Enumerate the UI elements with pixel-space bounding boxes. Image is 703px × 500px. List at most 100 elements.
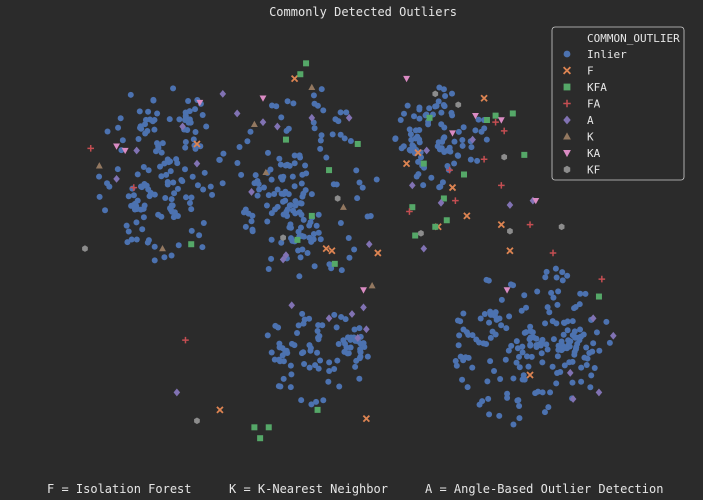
point-inlier-634 xyxy=(503,325,510,332)
point-inlier-34 xyxy=(136,108,143,115)
point-a-0 xyxy=(113,174,120,183)
point-inlier-614 xyxy=(456,332,463,339)
point-inlier-198 xyxy=(345,235,352,242)
point-inlier-81 xyxy=(154,110,161,117)
point-inlier-594 xyxy=(523,304,530,311)
point-inlier-250 xyxy=(242,223,249,230)
point-inlier-616 xyxy=(572,334,579,341)
point-inlier-524 xyxy=(534,288,541,295)
point-ka-5 xyxy=(403,75,411,83)
point-inlier-502 xyxy=(527,341,534,348)
point-inlier-289 xyxy=(252,172,259,179)
point-inlier-6 xyxy=(96,173,103,180)
point-inlier-102 xyxy=(151,243,158,250)
point-inlier-589 xyxy=(513,359,520,366)
point-a-4 xyxy=(219,89,227,98)
point-inlier-463 xyxy=(408,136,415,143)
point-fa-5 xyxy=(452,197,459,204)
point-inlier-564 xyxy=(498,322,505,329)
legend-label-inlier: Inlier xyxy=(587,48,627,61)
point-a-12 xyxy=(409,181,416,190)
point-inlier-559 xyxy=(508,342,515,349)
point-inlier-666 xyxy=(530,334,537,341)
point-inlier-149 xyxy=(168,252,175,259)
series-kfa xyxy=(188,60,602,442)
point-inlier-583 xyxy=(603,318,610,325)
point-inlier-286 xyxy=(268,255,275,262)
point-inlier-399 xyxy=(442,93,449,100)
point-inlier-139 xyxy=(182,144,189,151)
point-kfa-4 xyxy=(308,212,315,219)
point-kf-2 xyxy=(334,195,341,202)
point-fa-0 xyxy=(87,145,95,152)
point-ka-0 xyxy=(113,143,121,150)
point-inlier-7 xyxy=(192,128,199,135)
point-inlier-268 xyxy=(278,239,285,246)
point-inlier-587 xyxy=(583,362,590,369)
series-kf xyxy=(82,90,565,425)
point-inlier-14 xyxy=(185,97,192,104)
point-inlier-371 xyxy=(357,353,364,360)
point-inlier-42 xyxy=(162,194,169,201)
point-inlier-67 xyxy=(200,186,207,193)
point-inlier-452 xyxy=(400,110,407,117)
point-inlier-148 xyxy=(199,244,206,251)
point-inlier-530 xyxy=(538,350,545,357)
point-inlier-647 xyxy=(493,316,500,323)
point-ka-6 xyxy=(472,112,479,120)
point-inlier-622 xyxy=(557,368,564,375)
point-inlier-370 xyxy=(334,357,341,364)
legend-label-kf: KF xyxy=(587,164,600,177)
point-inlier-121 xyxy=(115,124,122,131)
point-inlier-339 xyxy=(342,316,349,323)
point-inlier-134 xyxy=(137,206,144,213)
point-inlier-475 xyxy=(436,184,443,191)
point-inlier-472 xyxy=(441,103,448,110)
point-ka-1 xyxy=(121,147,129,155)
point-inlier-294 xyxy=(297,224,304,231)
point-inlier-591 xyxy=(541,409,548,416)
point-inlier-639 xyxy=(563,345,570,352)
point-a-19 xyxy=(589,314,597,323)
point-ka-2 xyxy=(196,99,204,107)
point-inlier-255 xyxy=(248,218,255,225)
point-inlier-47 xyxy=(200,219,207,226)
point-inlier-395 xyxy=(472,127,479,134)
point-kfa-7 xyxy=(314,406,321,413)
point-inlier-143 xyxy=(182,139,189,146)
point-inlier-306 xyxy=(271,356,278,363)
point-inlier-629 xyxy=(529,329,536,336)
point-inlier-92 xyxy=(170,85,177,92)
point-inlier-29 xyxy=(96,193,103,200)
point-inlier-196 xyxy=(297,154,304,161)
point-f-5 xyxy=(374,249,382,257)
point-inlier-606 xyxy=(548,289,555,296)
point-inlier-499 xyxy=(498,296,505,303)
point-inlier-219 xyxy=(317,145,324,152)
point-inlier-53 xyxy=(157,163,164,170)
point-inlier-632 xyxy=(510,375,517,382)
point-kfa-19 xyxy=(331,260,338,267)
point-inlier-40 xyxy=(220,150,227,157)
point-inlier-362 xyxy=(299,310,306,317)
point-inlier-185 xyxy=(347,138,354,145)
point-inlier-174 xyxy=(341,135,348,142)
point-inlier-611 xyxy=(516,364,523,371)
point-a-16 xyxy=(506,201,514,209)
point-inlier-493 xyxy=(505,347,512,354)
point-inlier-305 xyxy=(352,363,359,370)
point-inlier-443 xyxy=(397,117,404,124)
point-inlier-187 xyxy=(303,170,310,177)
point-a-21 xyxy=(569,395,577,403)
point-inlier-73 xyxy=(143,182,150,189)
point-inlier-446 xyxy=(416,104,423,111)
point-inlier-115 xyxy=(158,149,165,156)
point-fa-11 xyxy=(492,118,499,126)
point-inlier-347 xyxy=(298,350,305,357)
point-inlier-667 xyxy=(504,390,511,397)
point-inlier-151 xyxy=(353,167,360,174)
point-fa-1 xyxy=(130,184,138,191)
point-inlier-145 xyxy=(151,116,158,123)
point-inlier-110 xyxy=(125,193,132,200)
